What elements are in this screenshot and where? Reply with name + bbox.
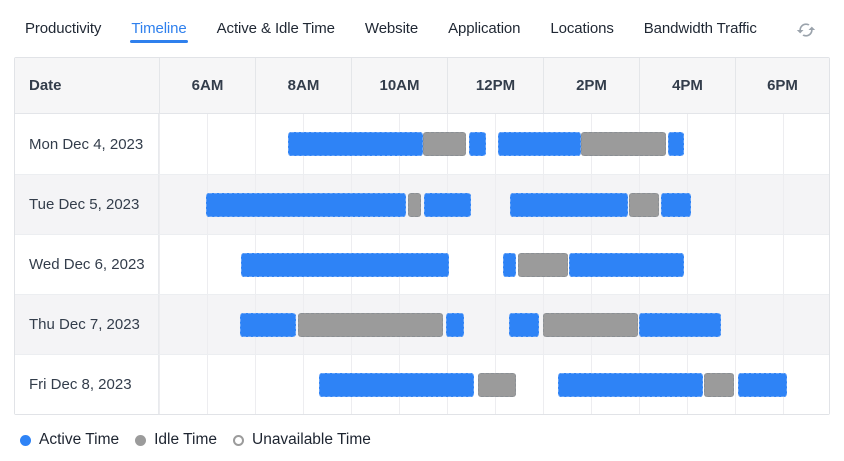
header-6am: 6AM <box>159 58 255 113</box>
row-chart <box>159 175 829 234</box>
idle-bar[interactable] <box>518 252 568 277</box>
legend-label: Unavailable Time <box>252 431 371 448</box>
active-bar[interactable] <box>509 192 628 217</box>
idle-bar[interactable] <box>298 312 444 337</box>
active-bar[interactable] <box>206 192 407 217</box>
idle-bar[interactable] <box>423 132 467 156</box>
legend-idle-dot-icon <box>135 434 147 446</box>
idle-bar[interactable] <box>478 372 517 397</box>
tab-application[interactable]: Application <box>448 20 521 37</box>
idle-bar[interactable] <box>543 312 639 337</box>
active-bar[interactable] <box>667 132 685 156</box>
active-bar[interactable] <box>557 372 703 397</box>
table-row: Mon Dec 4, 2023 <box>15 114 829 174</box>
legend-item-unavailable-time[interactable]: Unavailable Time <box>233 431 371 449</box>
tab-website[interactable]: Website <box>364 20 419 37</box>
legend-label: Idle Time <box>154 431 217 448</box>
table-header: Date 6AM 8AM 10AM 12PM 2PM 4PM 6PM <box>15 58 829 114</box>
active-bar[interactable] <box>661 192 691 217</box>
header-12pm: 12PM <box>447 58 543 113</box>
active-bar[interactable] <box>568 252 685 277</box>
tab-timeline[interactable]: Timeline <box>130 20 188 46</box>
row-chart <box>159 235 829 294</box>
tab-locations[interactable]: Locations <box>550 20 614 37</box>
row-date-label: Wed Dec 6, 2023 <box>15 235 159 294</box>
row-date-label: Tue Dec 5, 2023 <box>15 175 159 234</box>
active-bar[interactable] <box>240 312 296 337</box>
header-8am: 8AM <box>255 58 351 113</box>
timeline-table: Date 6AM 8AM 10AM 12PM 2PM 4PM 6PM Mon Dec 4, 2… <box>14 57 830 415</box>
row-date-label: Thu Dec 7, 2023 <box>15 295 159 354</box>
active-bar[interactable] <box>446 312 464 337</box>
active-bar[interactable] <box>503 252 517 277</box>
table-row: Thu Dec 7, 2023 <box>15 294 829 354</box>
header-date: Date <box>29 77 62 94</box>
tab-bar: Productivity Timeline Active & Idle Time We… <box>0 0 844 46</box>
legend-item-idle-time[interactable]: Idle Time <box>135 431 217 449</box>
legend-active-dot-icon <box>20 434 31 446</box>
table-row: Fri Dec 8, 2023 <box>15 354 829 414</box>
active-bar[interactable] <box>288 132 423 156</box>
active-bar[interactable] <box>508 312 540 337</box>
table-row: Wed Dec 6, 2023 <box>15 234 829 294</box>
idle-bar[interactable] <box>580 132 666 156</box>
idle-bar[interactable] <box>703 372 735 397</box>
row-date-label: Mon Dec 4, 2023 <box>15 114 159 174</box>
header-2pm: 2PM <box>543 58 639 113</box>
legend: Active Time Idle Time Unavailable Time <box>0 415 844 449</box>
refresh-button[interactable] <box>796 20 816 40</box>
active-bar[interactable] <box>318 372 474 397</box>
header-6pm: 6PM <box>735 58 829 113</box>
active-bar[interactable] <box>639 312 722 337</box>
legend-item-active-time[interactable]: Active Time <box>20 431 119 449</box>
idle-bar[interactable] <box>408 192 422 217</box>
active-bar[interactable] <box>423 192 471 217</box>
tab-productivity[interactable]: Productivity <box>25 20 102 37</box>
table-row: Tue Dec 5, 2023 <box>15 174 829 234</box>
row-chart <box>159 355 829 414</box>
legend-unavailable-dot-icon <box>233 434 244 446</box>
refresh-icon <box>796 23 816 37</box>
header-4pm: 4PM <box>639 58 735 113</box>
legend-label: Active Time <box>39 431 120 448</box>
active-bar[interactable] <box>241 252 449 277</box>
header-10am: 10AM <box>351 58 447 113</box>
idle-bar[interactable] <box>628 192 660 217</box>
row-date-label: Fri Dec 8, 2023 <box>15 355 159 414</box>
tab-active-idle-time[interactable]: Active & Idle Time <box>216 20 335 37</box>
tab-bandwidth-traffic[interactable]: Bandwidth Traffic <box>643 20 757 37</box>
table-body: Mon Dec 4, 2023 Tue Dec 5, 2023 Wed Dec 6,… <box>15 114 829 414</box>
row-chart <box>159 114 829 174</box>
active-bar[interactable] <box>497 132 581 156</box>
active-bar[interactable] <box>469 132 486 156</box>
row-chart <box>159 295 829 354</box>
active-bar[interactable] <box>737 372 787 397</box>
